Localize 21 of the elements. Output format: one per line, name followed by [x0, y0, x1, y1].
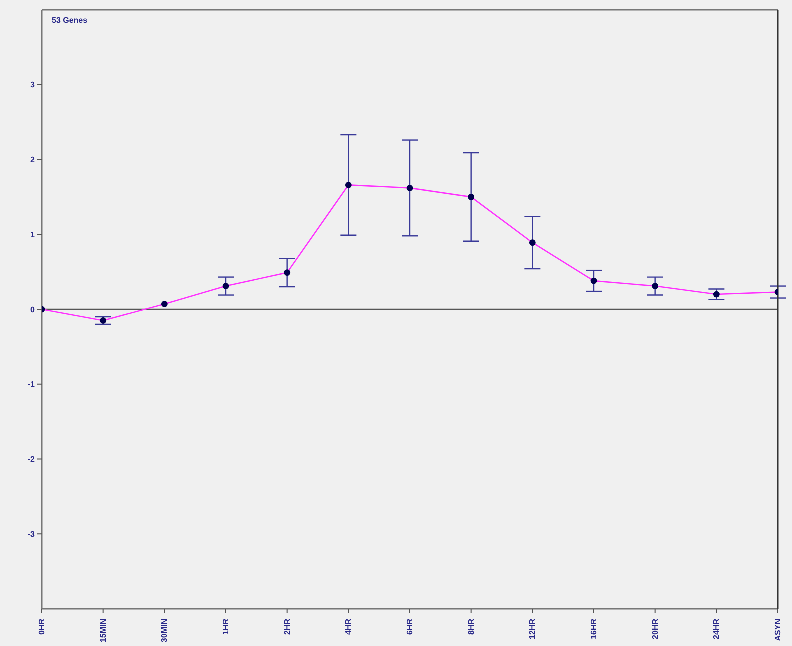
y-tick-label: -1 [28, 380, 36, 390]
y-tick-label: 0 [30, 305, 36, 314]
x-tick-label: 12HR [528, 618, 538, 640]
x-tick-label: 0HR [38, 618, 46, 636]
x-tick-label: 20HR [650, 618, 660, 640]
x-tick-label: 6HR [406, 618, 414, 636]
x-tick-label: 15MIN [98, 618, 108, 643]
y-tick-label: 1 [30, 230, 36, 240]
y-tick-label: -3 [28, 530, 36, 539]
x-tick-label: ASYN [774, 618, 782, 642]
x-tick-label: 30MIN [160, 618, 170, 643]
x-tick-label: 24HR [712, 618, 722, 640]
y-tick-label: 3 [30, 80, 36, 90]
x-tick-label: 8HR [466, 618, 476, 636]
x-tick-label: 2HR [282, 618, 292, 636]
x-tick-label: 16HR [590, 618, 598, 640]
y-tick-label: -2 [28, 455, 36, 464]
text: 53 Genes [52, 16, 88, 25]
x-tick-label: 1HR [222, 618, 230, 636]
x-tick-label: 4HR [344, 618, 354, 636]
y-tick-label: 2 [30, 156, 36, 165]
